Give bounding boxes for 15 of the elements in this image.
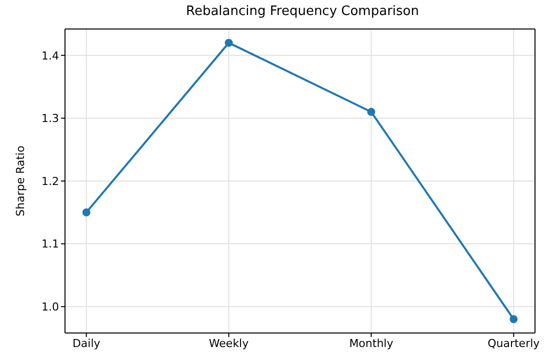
y-tick-label: 1.3: [42, 112, 59, 126]
point: [82, 208, 90, 216]
x-tick-label: Daily: [72, 336, 101, 350]
y-tick-label: 1.1: [42, 238, 59, 251]
y-axis-title: Sharpe Ratio: [14, 145, 27, 216]
y-tick-label: 1.0: [42, 300, 59, 314]
y-tick-label: 1.2: [42, 174, 59, 188]
x-tick-label: Monthly: [349, 336, 394, 350]
point: [224, 38, 233, 47]
chart-title: Rebalancing Frequency Comparison: [185, 4, 420, 19]
x-tick-label: Weekly: [208, 336, 250, 350]
point: [510, 315, 518, 324]
x-tick-label: Quarterly: [488, 336, 540, 350]
point: [367, 108, 376, 116]
y-tick-label: 1.4: [42, 49, 59, 62]
